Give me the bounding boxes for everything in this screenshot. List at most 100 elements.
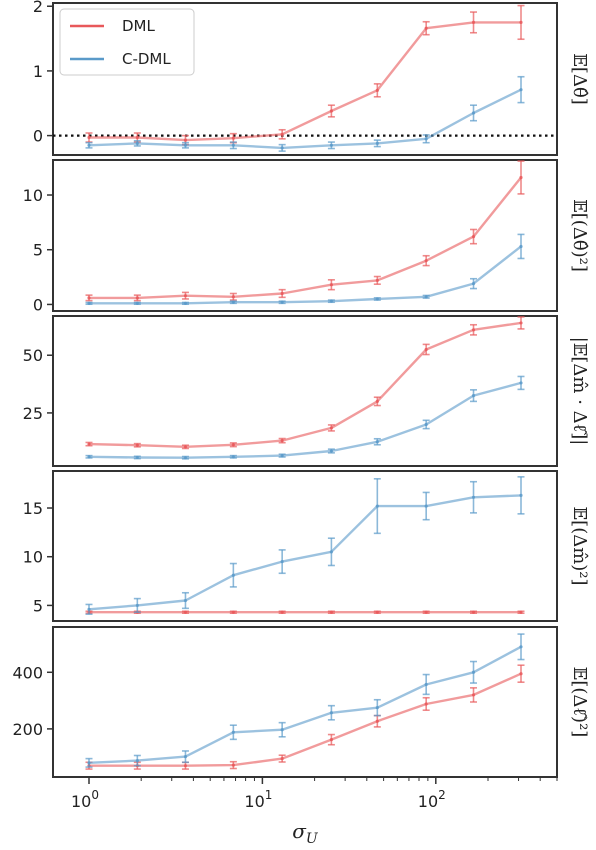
data-point	[231, 573, 235, 577]
y-tick-label: 0	[33, 295, 43, 314]
data-point	[375, 88, 379, 92]
data-point	[375, 706, 379, 710]
data-point	[519, 493, 523, 497]
data-point	[280, 291, 284, 296]
panels: 0 1 2 𝔼[Δθ̂] 0 5 10 𝔼[(Δθ̂)²] 25 50 |𝔼[Δm̂ · Δℓ̂]|…	[12, 0, 590, 778]
data-point	[280, 757, 284, 761]
series-dml	[85, 664, 525, 770]
x-tick-exponent: 1	[265, 788, 273, 802]
data-point	[87, 135, 91, 140]
data-point	[329, 738, 334, 742]
series-c-dml	[85, 233, 525, 306]
data-point	[135, 296, 139, 300]
y-tick-label: 5	[33, 596, 43, 615]
panel-frame	[52, 315, 558, 467]
data-point	[519, 175, 523, 180]
series-dml	[85, 316, 525, 450]
x-tick-label: 102	[418, 788, 446, 811]
y-tick-label: 2	[33, 0, 43, 16]
data-point	[231, 730, 235, 734]
x-axis-label: σU	[292, 819, 319, 847]
data-point	[519, 321, 523, 325]
data-point	[329, 426, 334, 430]
data-point	[471, 282, 476, 286]
series-line	[89, 176, 522, 300]
data-point	[183, 445, 188, 449]
series-c-dml	[85, 375, 525, 460]
y-tick-label: 400	[12, 663, 43, 682]
data-point	[375, 278, 379, 282]
y-tick-label: 5	[33, 241, 43, 260]
x-tick-base: 10	[244, 792, 264, 811]
series-dml	[85, 610, 525, 615]
y-tick-label: 1	[33, 62, 43, 81]
data-point	[87, 761, 91, 765]
y-tick-label: 10	[23, 548, 43, 567]
x-tick-exponent: 2	[438, 788, 446, 802]
data-point	[375, 399, 379, 403]
legend-label: DML	[122, 17, 155, 35]
series-line	[88, 88, 522, 150]
series-c-dml	[85, 476, 525, 615]
data-point	[519, 672, 523, 676]
x-axis-label-sub: U	[306, 831, 319, 847]
data-point	[519, 381, 523, 385]
data-point	[471, 610, 476, 614]
data-point	[329, 143, 334, 147]
data-point	[231, 443, 235, 447]
data-point	[87, 143, 91, 147]
data-point	[280, 728, 284, 732]
data-point	[183, 610, 188, 614]
data-point	[375, 610, 379, 614]
data-point	[231, 300, 235, 304]
data-point	[183, 598, 188, 603]
data-point	[231, 610, 235, 614]
data-point	[183, 301, 188, 305]
x-tick-exponent: 0	[91, 788, 99, 802]
x-tick-base: 10	[418, 792, 438, 811]
y-tick-label: 0	[33, 127, 43, 146]
series-c-dml	[85, 633, 525, 768]
data-point	[471, 20, 476, 25]
data-point	[87, 442, 91, 446]
data-point	[231, 136, 235, 140]
data-point	[135, 603, 139, 608]
data-point	[231, 763, 235, 767]
data-point	[280, 559, 284, 564]
panel-frame	[52, 2, 558, 156]
data-point	[424, 504, 428, 508]
panel-3: 25 50 |𝔼[Δm̂ · Δℓ̂]|	[23, 315, 590, 467]
data-point	[424, 702, 428, 706]
y-axis-label: 𝔼[Δθ̂]	[569, 53, 590, 105]
data-point	[424, 347, 428, 352]
data-point	[280, 146, 284, 150]
series-line	[88, 494, 522, 611]
data-point	[87, 455, 91, 459]
data-point	[329, 610, 334, 614]
y-tick-label: 50	[23, 346, 43, 365]
panel-frame	[52, 626, 558, 778]
data-point	[329, 550, 334, 554]
panel-4: 5 10 15 𝔼[(Δm̂)²]	[23, 470, 590, 622]
data-point	[375, 141, 379, 145]
data-point	[471, 394, 476, 398]
data-point	[329, 109, 334, 113]
data-point	[135, 758, 139, 763]
data-point	[183, 143, 188, 147]
data-point	[231, 295, 235, 299]
data-point	[329, 283, 334, 287]
data-point	[87, 296, 91, 300]
data-point	[135, 455, 139, 460]
series-line	[88, 381, 522, 459]
data-point	[280, 610, 284, 614]
series-line	[89, 21, 521, 142]
data-point	[183, 456, 188, 460]
data-point	[375, 504, 379, 508]
panel-5: 200 400 𝔼[(Δℓ̂)²]	[12, 626, 590, 778]
data-point	[183, 764, 188, 768]
data-point	[375, 440, 379, 444]
data-point	[519, 645, 523, 649]
data-point	[424, 422, 428, 427]
legend: DML C-DML	[59, 8, 195, 76]
